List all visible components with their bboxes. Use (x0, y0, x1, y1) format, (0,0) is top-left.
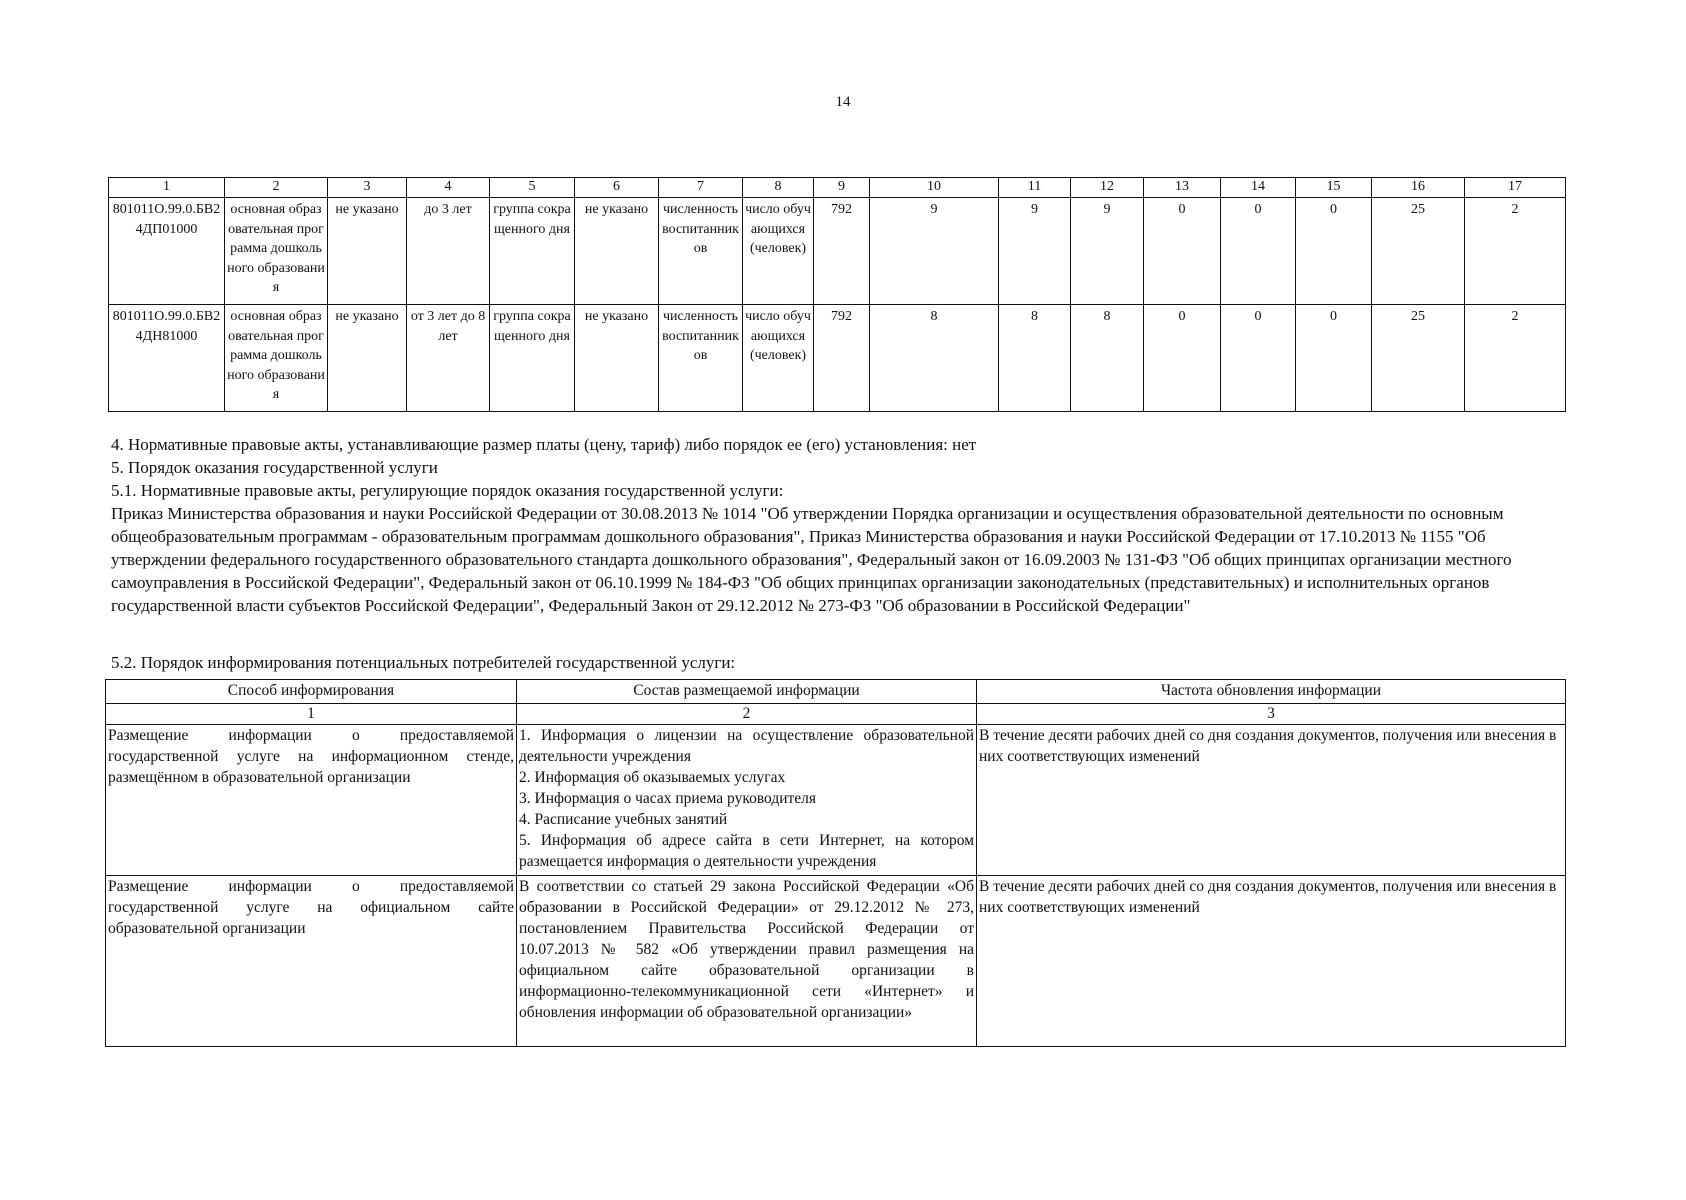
table-cell: 2 (1464, 197, 1566, 305)
table-row: Размещение информации о предоставляемой … (105, 875, 1566, 1047)
frequency-cell: В течение десяти рабочих дней со дня соз… (976, 724, 1566, 876)
table-cell: 2 (1464, 304, 1566, 412)
section-5-1-heading: 5.1. Нормативные правовые акты, регулиру… (111, 481, 784, 500)
table-cell: 8 (1070, 304, 1144, 412)
content-item: 1. Информация о лицензии на осуществлени… (519, 727, 974, 765)
method-cell: Размещение информации о предоставляемой … (105, 724, 517, 876)
column-number: 4 (406, 177, 490, 198)
table-cell: не указано (574, 304, 659, 412)
column-number: 5 (489, 177, 575, 198)
table-cell: не указано (574, 197, 659, 305)
table-cell: 8 (869, 304, 999, 412)
table-cell: 0 (1220, 197, 1296, 305)
column-number: 1 (105, 703, 517, 725)
table-cell: 0 (1295, 304, 1372, 412)
column-number: 11 (998, 177, 1071, 198)
table-cell: 8 (998, 304, 1071, 412)
service-volume-table: 1 2 3 4 5 6 7 8 9 10 11 12 13 14 15 16 17 801011О.99.0.БВ… (108, 177, 1566, 412)
column-number: 8 (742, 177, 814, 198)
column-number: 1 (108, 177, 225, 198)
table-header-row: 1 2 3 4 5 6 7 8 9 10 11 12 13 14 15 16 17 (108, 177, 1566, 198)
table-cell: 9 (1070, 197, 1144, 305)
table-cell: численность воспитанников (658, 197, 743, 305)
column-number: 15 (1295, 177, 1372, 198)
table-cell: 0 (1220, 304, 1296, 412)
content-item: 5. Информация об адресе сайта в сети Инт… (519, 832, 974, 870)
table-cell: основная образовательная программа дошко… (224, 304, 328, 412)
section-4-text: 4. Нормативные правовые акты, устанавлив… (111, 435, 977, 454)
header-frequency: Частота обновления информации (976, 679, 1566, 704)
header-content: Состав размещаемой информации (516, 679, 977, 704)
table-cell: 0 (1143, 197, 1221, 305)
table-cell: основная образовательная программа дошко… (224, 197, 328, 305)
column-number: 13 (1143, 177, 1221, 198)
table-cell: группа сокращенного дня (489, 304, 575, 412)
frequency-cell: В течение десяти рабочих дней со дня соз… (976, 875, 1566, 1047)
table-cell: 792 (813, 304, 870, 412)
table-cell: до 3 лет (406, 197, 490, 305)
table-cell: 25 (1371, 304, 1465, 412)
table-row: 801011О.99.0.БВ24ДП01000 основная образов… (108, 197, 1566, 305)
content-item: 2. Информация об оказываемых услугах (519, 769, 786, 786)
column-number-row: 1 2 3 (105, 703, 1566, 725)
header-method: Способ информирования (105, 679, 517, 704)
section-5-heading: 5. Порядок оказания государственной услу… (111, 458, 438, 477)
informing-table: Способ информирования Состав размещаемой… (105, 679, 1566, 1047)
table-cell: 0 (1295, 197, 1372, 305)
method-cell: Размещение информации о предоставляемой … (105, 875, 517, 1047)
table-cell: 792 (813, 197, 870, 305)
section-5-1-body: Приказ Министерства образования и науки … (111, 504, 1512, 615)
table-cell: число обучающихся (человек) (742, 197, 814, 305)
table-cell: 25 (1371, 197, 1465, 305)
table-cell: численность воспитанников (658, 304, 743, 412)
section-5-2-heading: 5.2. Порядок информирования потенциальны… (111, 653, 736, 672)
column-number: 3 (976, 703, 1566, 725)
table-cell: не указано (327, 304, 407, 412)
content-cell: 1. Информация о лицензии на осуществлени… (516, 724, 977, 876)
column-number: 2 (224, 177, 328, 198)
table-cell: 0 (1143, 304, 1221, 412)
column-number: 14 (1220, 177, 1296, 198)
table-cell: не указано (327, 197, 407, 305)
content-cell: В соответствии со статьей 29 закона Росс… (516, 875, 977, 1047)
column-number: 6 (574, 177, 659, 198)
content-item: 3. Информация о часах приема руководител… (519, 790, 817, 807)
table-header-row: Способ информирования Состав размещаемой… (105, 679, 1566, 704)
column-number: 16 (1371, 177, 1465, 198)
table-cell: 801011О.99.0.БВ24ДП01000 (108, 197, 225, 305)
table-cell: 9 (869, 197, 999, 305)
column-number: 3 (327, 177, 407, 198)
table-cell: от 3 лет до 8 лет (406, 304, 490, 412)
column-number: 9 (813, 177, 870, 198)
table-row: Размещение информации о предоставляемой … (105, 724, 1566, 876)
content-item: 4. Расписание учебных занятий (519, 811, 728, 828)
table-row: 801011О.99.0.БВ24ДН81000 основная образов… (108, 304, 1566, 412)
column-number: 2 (516, 703, 977, 725)
table-cell: 9 (998, 197, 1071, 305)
column-number: 10 (869, 177, 999, 198)
column-number: 17 (1464, 177, 1566, 198)
page-number: 14 (835, 94, 851, 110)
table-cell: число обучающихся (человек) (742, 304, 814, 412)
table-cell: группа сокращенного дня (489, 197, 575, 305)
table-cell: 801011О.99.0.БВ24ДН81000 (108, 304, 225, 412)
column-number: 7 (658, 177, 743, 198)
column-number: 12 (1070, 177, 1144, 198)
